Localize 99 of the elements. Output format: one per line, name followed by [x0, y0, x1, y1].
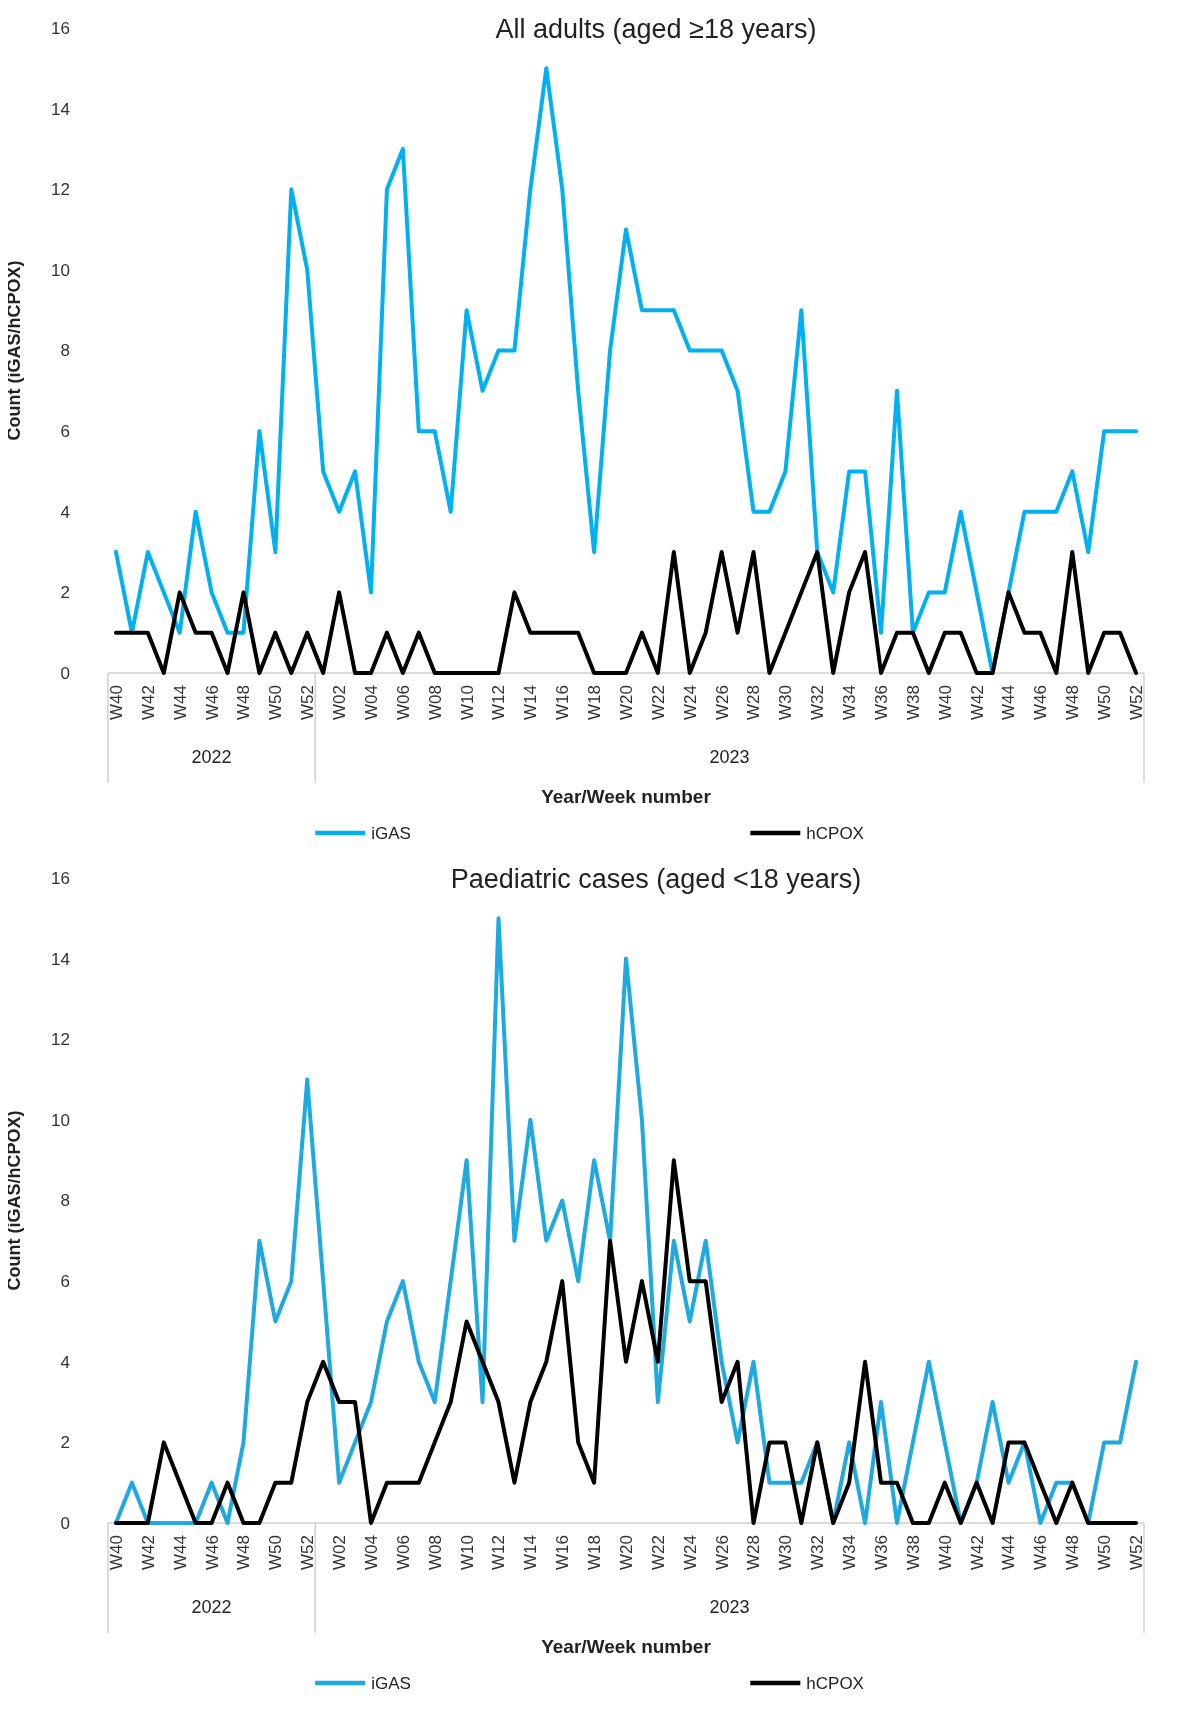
x-tick-label: W32 — [808, 685, 828, 720]
x-tick-label: W02 — [330, 1535, 350, 1570]
x-tick-label: W52 — [1126, 1535, 1146, 1570]
x-tick-label: W16 — [553, 1535, 573, 1570]
x-tick-label: W40 — [935, 685, 955, 720]
x-tick-label: W18 — [585, 685, 605, 720]
x-tick-label: W48 — [1063, 685, 1083, 720]
x-tick-label: W20 — [616, 685, 636, 720]
x-tick-label: W44 — [999, 1535, 1019, 1570]
x-tick-label: W46 — [1031, 1535, 1051, 1570]
x-tick-label: W22 — [648, 1535, 668, 1570]
line-series — [113, 916, 1139, 1525]
y-tick-label: 4 — [60, 502, 70, 522]
legend-label: iGAS — [371, 823, 411, 843]
x-tick-label: W38 — [903, 685, 923, 720]
x-tick-label: W26 — [712, 1535, 732, 1570]
y-tick-label: 14 — [51, 949, 70, 969]
x-tick-label: W12 — [489, 1535, 509, 1570]
x-tick-label: W28 — [744, 1535, 764, 1570]
x-tick-label: W04 — [361, 1535, 381, 1570]
x-tick-label: W46 — [202, 1535, 222, 1570]
x-tick-label: W12 — [489, 685, 509, 720]
x-tick-label: W50 — [266, 1535, 286, 1570]
text: 2022 — [191, 747, 232, 767]
chart-title: All adults (aged ≥18 years) — [495, 14, 817, 44]
x-tick-label: W50 — [1095, 1535, 1115, 1570]
x-tick-label: W28 — [744, 685, 764, 720]
x-tick-label: W02 — [330, 685, 350, 720]
x-tick-label: W44 — [999, 685, 1019, 720]
chart-title: Paediatric cases (aged <18 years) — [450, 864, 862, 894]
y-tick-label: 6 — [60, 422, 70, 442]
y-tick-label: 0 — [60, 663, 70, 683]
y-tick-label: 10 — [51, 1110, 70, 1130]
y-tick-label: 10 — [51, 260, 70, 280]
y-tick-label: 8 — [60, 341, 70, 361]
x-tick-label: W24 — [680, 1535, 700, 1570]
y-tick-label: 12 — [51, 180, 70, 200]
x-tick-label: W14 — [521, 1535, 541, 1570]
legend-label: hCPOX — [806, 1673, 864, 1693]
x-tick-label: W40 — [106, 1535, 126, 1570]
y-tick-label: 2 — [60, 583, 70, 603]
x-tick-label: W38 — [903, 1535, 923, 1570]
x-tick-label: W42 — [138, 1535, 158, 1570]
x-tick-label: W48 — [234, 685, 254, 720]
x-tick-label: W36 — [871, 1535, 891, 1570]
x-tick-label: W34 — [840, 1535, 860, 1570]
x-axis-title: Year/Week number — [541, 1636, 712, 1657]
x-tick-label: W18 — [585, 1535, 605, 1570]
y-tick-label: 12 — [51, 1030, 70, 1050]
x-tick-label: W48 — [1063, 1535, 1083, 1570]
x-tick-label: W30 — [776, 1535, 796, 1570]
x-tick-label: W06 — [393, 685, 413, 720]
x-tick-label: W42 — [967, 685, 987, 720]
x-tick-label: W46 — [202, 685, 222, 720]
x-tick-label: W14 — [521, 685, 541, 720]
y-tick-label: 6 — [60, 1272, 70, 1292]
legend-label: hCPOX — [806, 823, 864, 843]
x-tick-label: W50 — [266, 685, 286, 720]
x-tick-label: W44 — [170, 1535, 190, 1570]
x-tick-label: W36 — [871, 685, 891, 720]
x-tick-label: W04 — [361, 685, 381, 720]
y-tick-label: 16 — [51, 18, 70, 38]
x-tick-label: W08 — [425, 1535, 445, 1570]
text: 2023 — [709, 1597, 750, 1617]
x-tick-label: W22 — [648, 685, 668, 720]
x-tick-label: W52 — [1126, 685, 1146, 720]
line-series — [113, 550, 1139, 675]
y-tick-label: 0 — [60, 1513, 70, 1533]
x-tick-label: W30 — [776, 685, 796, 720]
x-tick-label: W40 — [935, 1535, 955, 1570]
x-tick-label: W08 — [425, 685, 445, 720]
x-tick-label: W48 — [234, 1535, 254, 1570]
y-tick-label: 4 — [60, 1352, 70, 1372]
x-tick-label: W10 — [457, 1535, 477, 1570]
y-tick-label: 14 — [51, 99, 70, 119]
x-tick-label: W24 — [680, 685, 700, 720]
x-tick-label: W42 — [967, 1535, 987, 1570]
x-tick-label: W20 — [616, 1535, 636, 1570]
text: 2022 — [191, 1597, 232, 1617]
x-tick-label: W52 — [298, 1535, 318, 1570]
x-tick-label: W40 — [106, 685, 126, 720]
y-tick-label: 8 — [60, 1191, 70, 1211]
x-tick-label: W10 — [457, 685, 477, 720]
line-series — [113, 1158, 1139, 1525]
x-tick-label: W06 — [393, 1535, 413, 1570]
x-tick-label: W50 — [1095, 685, 1115, 720]
x-tick-label: W44 — [170, 685, 190, 720]
x-tick-label: W34 — [840, 685, 860, 720]
x-tick-label: W16 — [553, 685, 573, 720]
y-tick-label: 16 — [51, 868, 70, 888]
x-tick-label: W46 — [1031, 685, 1051, 720]
x-axis-title: Year/Week number — [541, 786, 712, 807]
x-tick-label: W32 — [808, 1535, 828, 1570]
y-tick-label: 2 — [60, 1433, 70, 1453]
text: 2023 — [709, 747, 750, 767]
x-tick-label: W26 — [712, 685, 732, 720]
x-tick-label: W52 — [298, 685, 318, 720]
x-tick-label: W42 — [138, 685, 158, 720]
legend-label: iGAS — [371, 1673, 411, 1693]
